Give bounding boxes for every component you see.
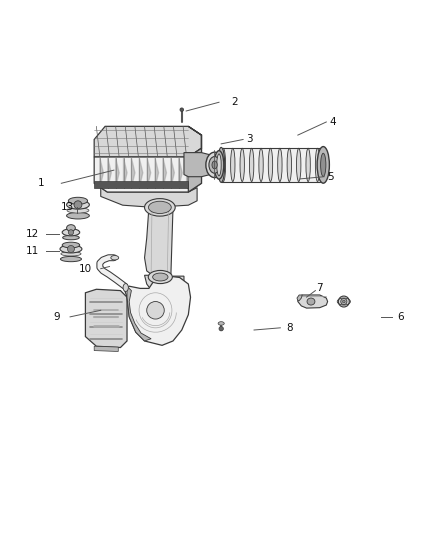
Polygon shape	[188, 126, 201, 192]
Ellipse shape	[148, 270, 172, 284]
Ellipse shape	[152, 273, 168, 281]
Ellipse shape	[268, 148, 272, 182]
Ellipse shape	[148, 201, 171, 214]
Ellipse shape	[343, 300, 345, 303]
Polygon shape	[298, 295, 328, 308]
Ellipse shape	[221, 148, 226, 182]
Ellipse shape	[67, 213, 89, 219]
Ellipse shape	[62, 229, 80, 236]
Ellipse shape	[307, 298, 315, 305]
Ellipse shape	[68, 197, 88, 204]
Ellipse shape	[214, 151, 224, 179]
Polygon shape	[125, 276, 191, 345]
Ellipse shape	[240, 148, 244, 182]
Text: 12: 12	[26, 229, 39, 239]
Ellipse shape	[297, 148, 301, 182]
Ellipse shape	[317, 147, 329, 183]
Text: 9: 9	[53, 312, 60, 322]
Text: 4: 4	[329, 117, 336, 127]
Ellipse shape	[212, 161, 217, 169]
Polygon shape	[124, 158, 127, 188]
Text: 10: 10	[79, 264, 92, 273]
Text: 7: 7	[316, 284, 323, 293]
Ellipse shape	[341, 298, 347, 304]
Ellipse shape	[218, 148, 225, 182]
Ellipse shape	[206, 152, 223, 177]
Polygon shape	[108, 158, 111, 188]
Text: 11: 11	[26, 246, 39, 256]
Text: 8: 8	[286, 323, 293, 333]
Polygon shape	[155, 158, 159, 188]
Ellipse shape	[250, 148, 254, 182]
Polygon shape	[94, 346, 118, 351]
Polygon shape	[116, 158, 119, 188]
Ellipse shape	[60, 256, 81, 262]
Polygon shape	[131, 158, 135, 188]
Ellipse shape	[123, 284, 128, 292]
Ellipse shape	[60, 245, 82, 253]
Polygon shape	[147, 158, 151, 188]
Ellipse shape	[217, 154, 221, 176]
Polygon shape	[101, 188, 197, 207]
Text: 6: 6	[397, 312, 404, 322]
Ellipse shape	[315, 148, 320, 182]
Polygon shape	[163, 158, 166, 188]
Ellipse shape	[67, 208, 89, 213]
Ellipse shape	[278, 148, 282, 182]
Polygon shape	[179, 158, 182, 188]
Ellipse shape	[219, 327, 223, 331]
Ellipse shape	[67, 200, 89, 209]
Text: 5: 5	[327, 172, 334, 182]
Ellipse shape	[259, 148, 263, 182]
Ellipse shape	[338, 296, 350, 307]
Text: 1: 1	[38, 178, 45, 188]
Ellipse shape	[74, 201, 82, 209]
Ellipse shape	[180, 108, 184, 111]
Ellipse shape	[147, 302, 164, 319]
Ellipse shape	[287, 148, 291, 182]
Polygon shape	[127, 286, 151, 341]
Polygon shape	[139, 158, 143, 188]
Polygon shape	[85, 289, 127, 348]
Polygon shape	[187, 158, 190, 188]
Ellipse shape	[145, 199, 175, 216]
Polygon shape	[145, 207, 173, 278]
Ellipse shape	[306, 148, 310, 182]
Text: 3: 3	[246, 134, 253, 144]
Polygon shape	[94, 181, 188, 188]
Polygon shape	[171, 158, 174, 188]
Ellipse shape	[67, 225, 75, 231]
Ellipse shape	[321, 153, 326, 176]
Ellipse shape	[209, 157, 220, 173]
Polygon shape	[94, 148, 201, 192]
Ellipse shape	[111, 255, 119, 260]
Ellipse shape	[68, 230, 74, 235]
Polygon shape	[184, 152, 215, 177]
Ellipse shape	[61, 252, 81, 256]
Polygon shape	[145, 275, 184, 297]
Ellipse shape	[62, 242, 80, 248]
Ellipse shape	[230, 148, 235, 182]
Text: 13: 13	[61, 203, 74, 212]
Polygon shape	[100, 158, 103, 188]
Ellipse shape	[67, 246, 74, 253]
Ellipse shape	[218, 322, 224, 325]
Polygon shape	[94, 126, 201, 157]
Ellipse shape	[63, 236, 79, 240]
Polygon shape	[221, 148, 320, 182]
Text: 2: 2	[231, 97, 238, 107]
Polygon shape	[297, 295, 302, 301]
